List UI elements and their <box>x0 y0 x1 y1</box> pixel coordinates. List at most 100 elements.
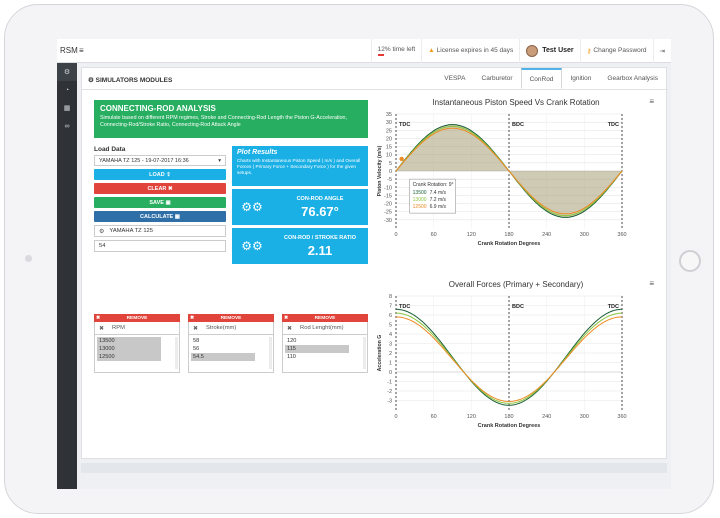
parameter-lists: ✖ REMOVE ✖ RPM 13500 13000 12500 ✖ REMOVE ✖… <box>94 314 368 378</box>
x-tick-label: 60 <box>431 232 437 238</box>
series-line-12500 <box>395 127 623 215</box>
save-button-label: SAVE <box>149 199 164 206</box>
user-menu[interactable]: Test User <box>519 39 579 63</box>
hamburger-icon[interactable]: ≡ <box>79 46 84 55</box>
chart-title: Instantaneous Piston Speed Vs Crank Rota… <box>432 98 600 107</box>
rpm-input[interactable]: ✖ RPM <box>94 322 180 335</box>
conrod-angle-card: ⚙⚙ CON-ROD ANGLE 76.67° <box>232 189 368 225</box>
results-panel: Plot Results Charts with Instantaneous P… <box>232 146 368 267</box>
y-tick-label: -25 <box>384 210 392 216</box>
conrod-angle-value: 76.67° <box>301 203 339 219</box>
stroke-remove-button[interactable]: ✖ REMOVE <box>188 314 274 322</box>
tab-gearbox-analysis[interactable]: Gearbox Analysis <box>607 75 658 82</box>
tab-carburetor[interactable]: Carburetor <box>481 75 513 82</box>
logout-icon[interactable]: ⇥ <box>652 39 671 63</box>
tooltip-row-value: 6.9 m/s <box>430 204 447 210</box>
stroke-select[interactable]: 58 56 54.5 <box>188 335 274 373</box>
sidebar-item-motorbike[interactable]: ∞ <box>57 117 77 135</box>
x-tick-label: 360 <box>617 414 626 420</box>
y-tick-label: 6 <box>389 313 392 319</box>
save-icon: ▣ <box>165 199 171 206</box>
key-icon: ⚷ <box>586 47 592 55</box>
scrollbar[interactable] <box>175 337 178 369</box>
stroke-input[interactable]: ✖ Stroke(mm) <box>188 322 274 335</box>
tab-vespa[interactable]: VESPA <box>444 75 466 82</box>
series-line-13000 <box>395 312 623 404</box>
chart-menu-icon[interactable]: ≡ <box>649 279 654 288</box>
close-icon: ✖ <box>167 185 173 192</box>
close-icon: ✖ <box>193 325 199 332</box>
rpm-remove-label: REMOVE <box>126 315 148 321</box>
sidebar-item-simulators[interactable]: ⚙ <box>57 63 77 81</box>
tooltip-box <box>409 178 456 214</box>
tab-ignition[interactable]: Ignition <box>570 75 592 82</box>
top-bar: RSM ≡ 12% time left ▲ License expires in… <box>57 39 671 63</box>
tooltip-row-name: 12500 <box>413 204 427 210</box>
upload-icon: ⇪ <box>166 171 171 178</box>
x-tick-label: 240 <box>542 232 551 238</box>
series-line-13500 <box>395 308 623 406</box>
list-item[interactable]: 120 <box>287 338 297 344</box>
annotation-label: BDC <box>512 304 524 310</box>
y-tick-label: 10 <box>386 153 392 159</box>
tooltip-row-value: 7.2 m/s <box>430 197 447 203</box>
time-left-indicator: 12% time left <box>370 39 422 63</box>
y-tick-label: -20 <box>384 202 392 208</box>
calculate-button-label: CALCULATE <box>140 213 174 220</box>
module-title: ⚙ SIMULATORS MODULES <box>88 76 172 84</box>
annotation-label: TDC <box>399 304 410 310</box>
setup-name-value: YAMAHA TZ 125 <box>109 228 153 234</box>
rpm-remove-button[interactable]: ✖ REMOVE <box>94 314 180 322</box>
list-item[interactable]: 56 <box>193 346 200 352</box>
tooltip-row-value: 7.4 m/s <box>430 190 447 196</box>
close-icon: ✖ <box>287 325 293 332</box>
chart-menu-icon[interactable]: ≡ <box>649 97 654 106</box>
load-panel: Load Data YAMAHA TZ 125 - 19-07-2017 16:… <box>94 146 226 255</box>
y-tick-label: 25 <box>386 128 392 134</box>
gears-icon: ⚙ <box>88 77 96 84</box>
list-item[interactable]: 54.5 <box>191 353 255 361</box>
sidebar-item-calculator[interactable]: ▦ <box>57 99 77 117</box>
list-item[interactable]: 13500 <box>97 337 161 345</box>
analysis-banner: CONNECTING-ROD ANALYSIS Simulate based o… <box>94 100 368 138</box>
setup-number-field[interactable]: 54 <box>94 240 226 252</box>
series-line-12500 <box>395 316 623 403</box>
y-tick-label: 0 <box>389 370 392 376</box>
change-password-link[interactable]: ⚷ Change Password <box>579 39 653 63</box>
brand-logo[interactable]: RSM <box>60 46 78 55</box>
load-button[interactable]: LOAD ⇪ <box>94 169 226 180</box>
rod-length-placeholder: Rod Lenght(mm) <box>300 325 344 331</box>
list-item[interactable]: 115 <box>285 345 349 353</box>
load-data-selected: YAMAHA TZ 125 - 19-07-2017 16:36 <box>99 157 189 164</box>
load-data-select[interactable]: YAMAHA TZ 125 - 19-07-2017 16:36 ▾ <box>94 155 226 166</box>
y-tick-label: 20 <box>386 136 392 142</box>
close-icon: ✖ <box>99 325 105 332</box>
rpm-select[interactable]: 13500 13000 12500 <box>94 335 180 373</box>
list-item[interactable]: 12500 <box>97 353 161 361</box>
rod-length-input[interactable]: ✖ Rod Lenght(mm) <box>282 322 368 335</box>
y-tick-label: -2 <box>387 389 392 395</box>
list-item[interactable]: 13000 <box>97 345 161 353</box>
x-tick-label: 0 <box>394 414 397 420</box>
list-item[interactable]: 110 <box>287 354 296 360</box>
scrollbar[interactable] <box>269 337 272 369</box>
setup-name-field[interactable]: ⚙ YAMAHA TZ 125 <box>94 225 226 237</box>
close-icon: ✖ <box>96 315 101 321</box>
clear-button[interactable]: CLEAR ✖ <box>94 183 226 194</box>
close-icon: ✖ <box>284 315 289 321</box>
rod-length-select[interactable]: 120 115 110 <box>282 335 368 373</box>
time-left-bar <box>377 53 384 56</box>
sidebar-item-dashboard[interactable]: ◔ <box>57 81 77 99</box>
overall-forces-plot: -3 -2 -1 0 1 2 3 4 5 6 7 8 0 60 120 180 240 300 360 Crank R… <box>377 294 627 429</box>
save-button[interactable]: SAVE ▣ <box>94 197 226 208</box>
tab-conrod[interactable]: ConRod <box>520 68 563 89</box>
conrod-stroke-ratio-value: 2.11 <box>307 242 333 258</box>
chart-title: Overall Forces (Primary + Secondary) <box>448 280 584 289</box>
scrollbar[interactable] <box>363 337 366 369</box>
list-item[interactable]: 58 <box>193 338 200 344</box>
time-left-text: 12% time left <box>377 45 416 53</box>
calculate-button[interactable]: CALCULATE ▦ <box>94 211 226 222</box>
stroke-list: ✖ REMOVE ✖ Stroke(mm) 58 56 54.5 <box>188 314 274 373</box>
rod-length-remove-button[interactable]: ✖ REMOVE <box>282 314 368 322</box>
home-button[interactable] <box>679 250 701 272</box>
